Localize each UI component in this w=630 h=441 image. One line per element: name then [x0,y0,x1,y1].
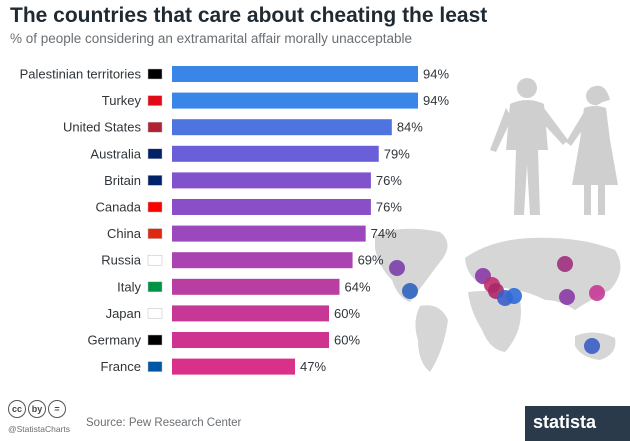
category-label: Palestinian territories [20,67,142,82]
bar-china [172,225,366,242]
flag-icon [147,228,163,239]
flag-icon [147,361,163,372]
value-label: 74% [371,226,397,241]
value-label: 69% [358,253,384,268]
value-label: 84% [397,120,423,135]
map-dots [389,256,605,354]
map-dot [559,289,575,305]
flag-icon [147,308,163,319]
flag-icon [147,148,163,160]
map-dot [589,285,605,301]
bar-russia [172,252,353,269]
value-label: 60% [334,333,360,348]
value-label: 79% [384,146,410,161]
flag-icon [147,281,163,293]
nd-license-icon: = [48,400,66,418]
category-label: Russia [101,253,142,268]
category-label: United States [63,120,142,135]
category-label: Canada [95,200,141,215]
flag-icon [147,68,163,80]
value-label: 64% [344,279,370,294]
flag-icon [147,175,163,186]
chart-subtitle: % of people considering an extramarital … [10,31,412,46]
flag-icon [147,254,163,266]
bar-australia [172,145,379,162]
cc-license-icon: cc [8,400,26,418]
map-dot [506,288,522,304]
category-label: Germany [88,333,142,348]
bar-canada [172,199,371,215]
bar-palestinian-territories [172,66,418,82]
brand-name: statista [533,412,597,432]
map-dot [389,260,405,276]
category-label: Australia [90,146,141,161]
category-label: China [107,226,142,241]
value-label: 76% [376,200,402,215]
category-label: Britain [104,173,141,188]
flag-icon [147,201,163,213]
category-label: Turkey [102,93,142,108]
value-label: 47% [300,359,326,374]
category-label: Italy [117,279,141,294]
flag-icon [147,95,163,106]
category-label: France [101,359,141,374]
map-dot [402,283,418,299]
bar-france [172,358,295,375]
map-dot [584,338,600,354]
by-license-icon: by [28,400,46,418]
bar-britain [172,172,371,189]
value-label: 94% [423,93,449,108]
couple-silhouette [490,78,618,215]
bar-italy [172,278,340,295]
flag-icon [147,334,163,346]
statista-logo[interactable]: statista [525,406,630,441]
category-label: Japan [106,306,141,321]
map-dot [557,256,573,272]
bar-united-states [172,119,392,136]
bar-turkey [172,92,418,109]
bar-germany [172,332,330,348]
bar-japan [172,305,330,322]
value-label: 76% [376,173,402,188]
value-label: 94% [423,67,449,82]
flag-icon [147,121,163,133]
footer-handle: @StatistaCharts [8,424,71,434]
bar-chart: Palestinian territories 94% Turkey 94% Unite… [20,66,621,375]
footer-source: Source: Pew Research Center [86,417,242,429]
value-label: 60% [334,306,360,321]
chart-title: The countries that care about cheating t… [10,4,488,27]
